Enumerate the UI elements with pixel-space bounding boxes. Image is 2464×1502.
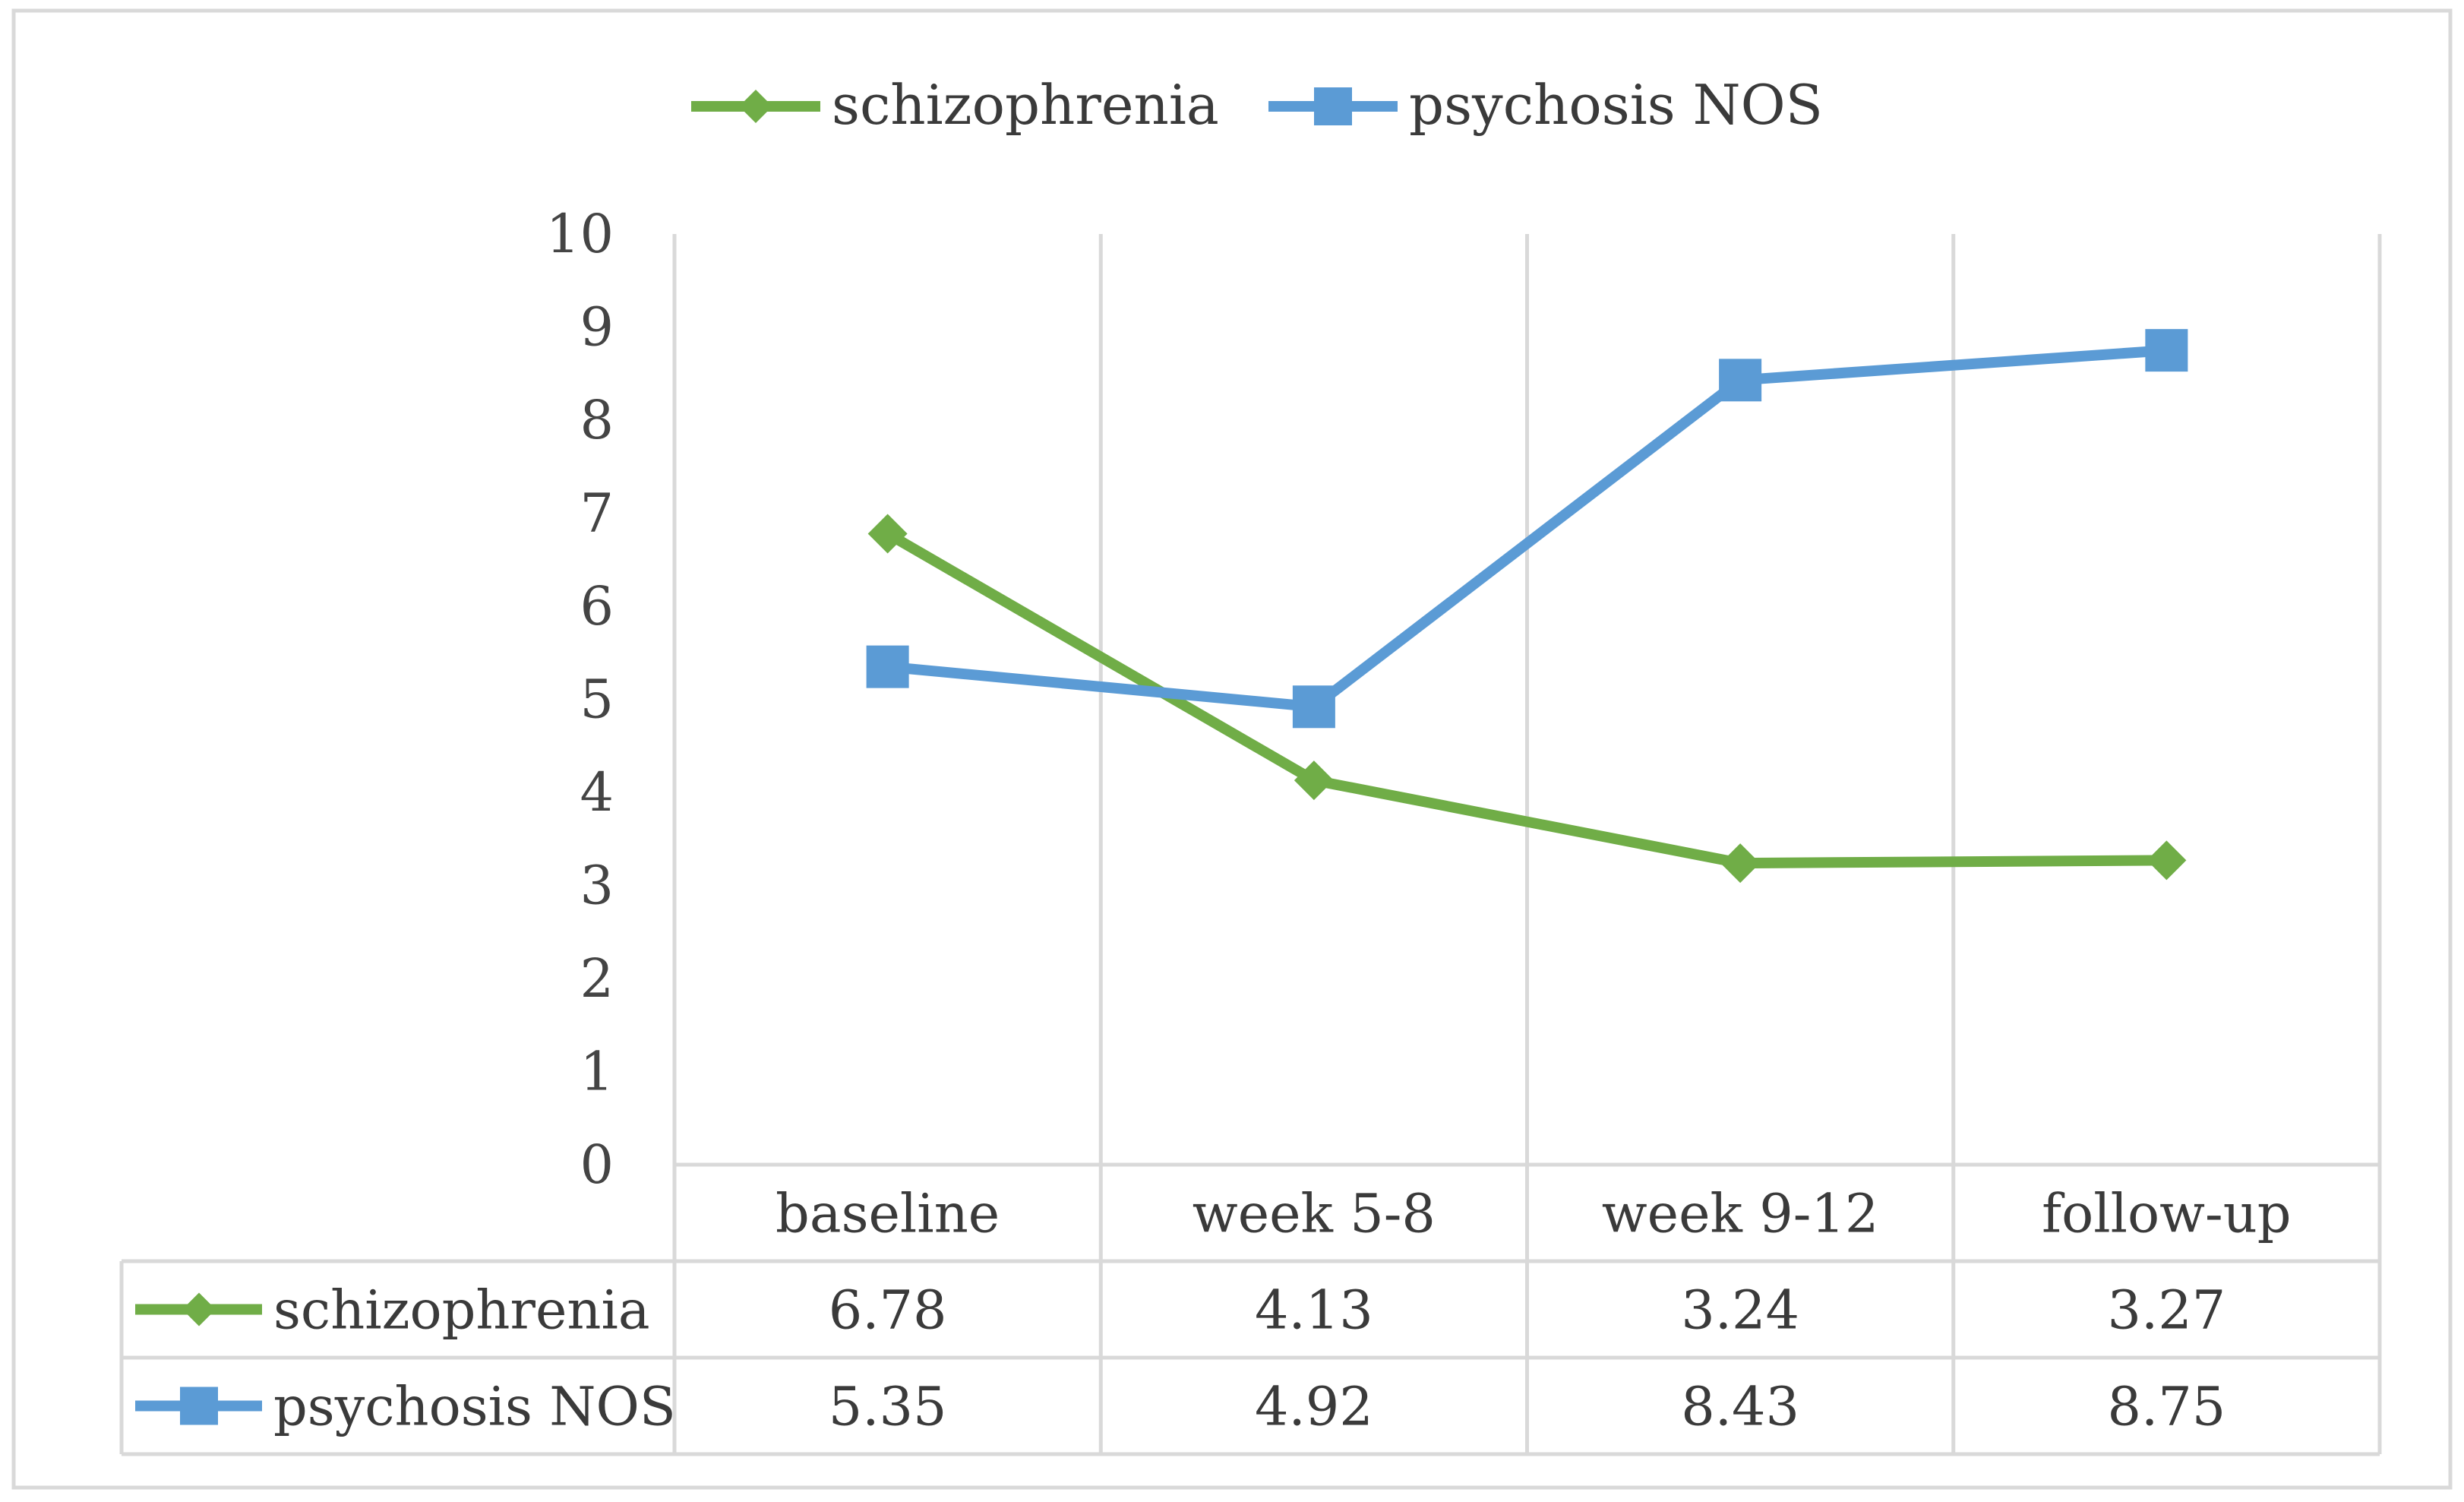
series-line-psychosis-nos (882, 345, 2172, 713)
y-tick-label: 8 (580, 389, 614, 451)
y-tick-label: 7 (580, 482, 614, 545)
data-point-diamond (1720, 843, 1761, 884)
y-tick-label: 5 (580, 669, 614, 731)
y-tick-label: 1 (580, 1041, 614, 1103)
category-label: week 5-8 (1193, 1183, 1436, 1245)
data-point-square (2145, 329, 2188, 372)
data-point-square (866, 645, 909, 688)
category-label: follow-up (2042, 1183, 2291, 1245)
table-value-cell: 5.35 (829, 1376, 947, 1438)
data-point-diamond (1294, 760, 1334, 801)
y-tick-label: 3 (580, 855, 614, 917)
y-tick-label: 0 (580, 1134, 614, 1196)
table-key-square-icon (180, 1387, 218, 1425)
category-label: week 9-12 (1602, 1183, 1879, 1245)
table-value-cell: 3.24 (1681, 1279, 1799, 1342)
table-value-cell: 6.78 (829, 1279, 947, 1342)
series-line-schizophrenia (882, 528, 2172, 869)
data-point-square (1719, 359, 1762, 402)
legend: schizophrenia psychosis NOS (691, 73, 1823, 137)
table-series-name: schizophrenia (273, 1279, 650, 1342)
data-point-square (1292, 685, 1335, 729)
gridlines (672, 234, 2382, 1454)
legend-psychosis-label: psychosis NOS (1409, 73, 1823, 137)
y-tick-label: 10 (546, 203, 614, 265)
table-value-cell: 4.13 (1255, 1279, 1373, 1342)
legend-schizophrenia-diamond-icon (739, 90, 772, 123)
legend-schizophrenia-label: schizophrenia (832, 73, 1219, 137)
category-label: baseline (776, 1183, 1000, 1245)
chart-border (11, 8, 2453, 1490)
data-table: baseline week 5-8 week 9-12 follow-up schizo… (119, 1183, 2380, 1456)
y-axis-ticks: 0 1 2 3 4 5 6 7 8 9 10 (546, 203, 614, 1196)
data-point-diamond (867, 514, 908, 554)
y-tick-label: 6 (580, 575, 614, 637)
series-layer (866, 329, 2188, 884)
table-value-cell: 3.27 (2107, 1279, 2225, 1342)
y-tick-label: 9 (580, 296, 614, 359)
legend-psychosis-square-icon (1314, 87, 1352, 125)
table-key-diamond-icon (182, 1292, 216, 1327)
table-value-cell: 4.92 (1255, 1376, 1373, 1438)
table-series-name: psychosis NOS (273, 1376, 676, 1438)
y-tick-label: 4 (580, 761, 614, 824)
table-value-cell: 8.43 (1681, 1376, 1799, 1438)
table-value-cell: 8.75 (2107, 1376, 2225, 1438)
y-tick-label: 2 (580, 947, 614, 1010)
data-point-diamond (2147, 840, 2187, 881)
